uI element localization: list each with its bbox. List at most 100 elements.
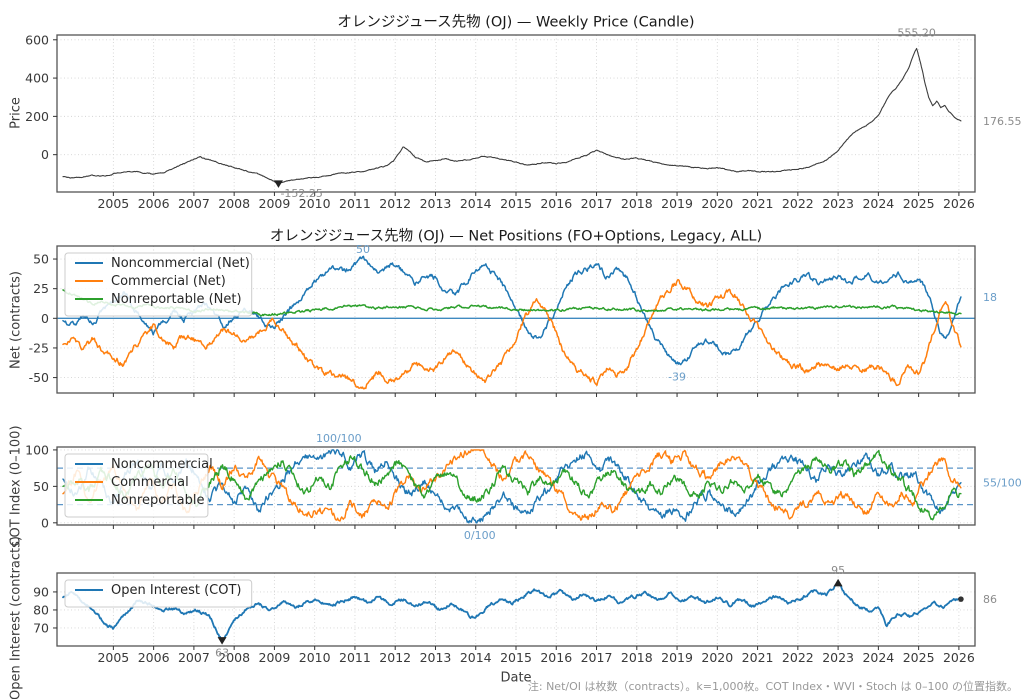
y-tick-label: 0 [41,147,49,162]
y-tick-label: 70 [33,620,49,635]
x-tick-label: 2020 [701,650,733,665]
x-tick-label: 2014 [460,196,492,211]
x-tick-label: 2017 [581,650,613,665]
date-x-axis-label: Date [500,670,532,686]
y-tick-label: -25 [29,340,49,355]
x-tick-label: 2026 [943,196,975,211]
y-tick-label: 100 [25,442,49,457]
net-positions-annotation: 50 [356,243,370,256]
x-tick-label: 2008 [218,650,250,665]
open-interest-y-axis-label: Open Interest (contracts) [8,536,24,699]
x-tick-label: 2025 [903,650,935,665]
x-tick-label: 2015 [500,196,532,211]
net-y-axis-label: Net (contracts) [8,271,24,369]
cot-index-annotation: 100/100 [316,432,362,445]
cot-index-y-axis-label: COT Index (0–100) [8,425,24,547]
y-tick-label: -50 [29,370,49,385]
y-tick-label: 400 [25,71,49,86]
price-series-price [62,47,962,185]
x-tick-label: 2005 [97,196,129,211]
x-tick-label: 2023 [822,650,854,665]
net-positions-series-commercial-net [62,278,962,390]
legend-label: Open Interest (COT) [111,583,241,598]
cot-index-annotation: 55/100 [983,477,1022,490]
x-tick-label: 2005 [97,650,129,665]
price-annotation: 555.20 [897,26,936,39]
x-tick-label: 2009 [259,650,291,665]
y-tick-label: 600 [25,32,49,47]
open-interest-legend [64,579,253,608]
x-tick-label: 2011 [339,196,371,211]
x-tick-label: 2010 [299,650,331,665]
x-tick-label: 2015 [500,650,532,665]
cot-index-series-nonreportable [62,449,962,521]
y-tick-label: 50 [33,252,49,267]
min-marker-icon [217,637,227,645]
x-tick-label: 2022 [782,650,814,665]
x-tick-label: 2021 [742,196,774,211]
x-tick-label: 2011 [339,650,371,665]
x-tick-label: 2013 [420,650,452,665]
x-tick-label: 2013 [420,196,452,211]
x-tick-label: 2017 [581,196,613,211]
open-interest-annotation: 86 [983,593,997,606]
x-tick-label: 2008 [218,196,250,211]
open-interest-annotation: 63 [215,647,229,660]
x-tick-label: 2010 [299,196,331,211]
net-positions-annotation: 18 [983,291,997,304]
legend-label: Nonreportable (Net) [111,292,242,307]
x-tick-label: 2016 [540,650,572,665]
x-tick-label: 2020 [701,196,733,211]
x-tick-label: 2024 [862,196,894,211]
x-tick-label: 2007 [178,650,210,665]
cot-index-annotation: 0/100 [464,529,496,542]
max-marker-icon [833,578,843,587]
net-positions-annotation: -39 [668,371,686,384]
x-tick-label: 2012 [379,650,411,665]
y-tick-label: 50 [33,479,49,494]
x-tick-label: 2018 [621,650,653,665]
x-tick-label: 2016 [540,196,572,211]
x-tick-label: 2009 [259,196,291,211]
price-annotation: -152.25 [280,187,322,200]
legend-label: Noncommercial (Net) [111,256,250,271]
net-positions-legend [64,252,253,317]
cot-index-series-noncommercial [62,449,962,524]
x-tick-label: 2012 [379,196,411,211]
x-tick-label: 2006 [138,650,170,665]
x-tick-label: 2023 [822,196,854,211]
footnote: 注: Net/OI は枚数（contracts）。k=1,000枚。COT In… [527,680,1018,693]
x-tick-label: 2006 [138,196,170,211]
y-tick-label: 90 [33,584,49,599]
x-tick-label: 2018 [621,196,653,211]
y-tick-label: 80 [33,602,49,617]
price-annotation: 176.55 [983,115,1022,128]
min-marker-icon [273,180,283,188]
x-tick-label: 2019 [661,650,693,665]
legend-label: Nonreportable [111,493,204,508]
x-tick-label: 2025 [903,196,935,211]
y-tick-label: 0 [41,515,49,530]
last-point-marker-icon [958,596,964,602]
cot-index-legend [64,453,209,518]
y-tick-label: 25 [33,281,49,296]
x-tick-label: 2026 [943,650,975,665]
legend-label: Noncommercial [111,457,213,472]
x-tick-label: 2024 [862,650,894,665]
y-tick-label: 200 [25,109,49,124]
price-chart-title: オレンジジュース先物 (OJ) — Weekly Price (Candle) [337,14,695,31]
price-plot-area [57,35,975,192]
net-positions-chart-title: オレンジジュース先物 (OJ) — Net Positions (FO+Opti… [269,228,763,245]
x-tick-label: 2022 [782,196,814,211]
price-y-axis-label: Price [8,97,24,129]
x-tick-label: 2014 [460,650,492,665]
open-interest-annotation: 95 [831,564,845,577]
x-tick-label: 2007 [178,196,210,211]
legend-label: Commercial (Net) [111,274,226,289]
y-tick-label: 0 [41,311,49,326]
open-interest-series-open-interest-cot [62,581,962,641]
legend-label: Commercial [111,475,189,490]
x-tick-label: 2021 [742,650,774,665]
